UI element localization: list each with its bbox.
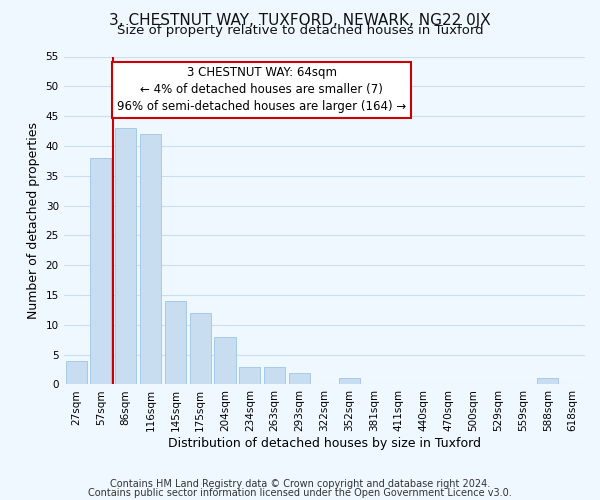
Bar xyxy=(537,378,559,384)
Bar xyxy=(115,128,136,384)
Bar xyxy=(65,360,86,384)
Text: Size of property relative to detached houses in Tuxford: Size of property relative to detached ho… xyxy=(116,24,484,37)
Bar xyxy=(264,366,285,384)
Bar xyxy=(140,134,161,384)
Text: Contains HM Land Registry data © Crown copyright and database right 2024.: Contains HM Land Registry data © Crown c… xyxy=(110,479,490,489)
X-axis label: Distribution of detached houses by size in Tuxford: Distribution of detached houses by size … xyxy=(168,437,481,450)
Bar xyxy=(214,337,236,384)
Bar xyxy=(165,301,186,384)
Bar xyxy=(190,313,211,384)
Bar xyxy=(289,372,310,384)
Text: 3 CHESTNUT WAY: 64sqm
← 4% of detached houses are smaller (7)
96% of semi-detach: 3 CHESTNUT WAY: 64sqm ← 4% of detached h… xyxy=(117,66,406,114)
Text: Contains public sector information licensed under the Open Government Licence v3: Contains public sector information licen… xyxy=(88,488,512,498)
Bar xyxy=(239,366,260,384)
Bar xyxy=(338,378,360,384)
Text: 3, CHESTNUT WAY, TUXFORD, NEWARK, NG22 0JX: 3, CHESTNUT WAY, TUXFORD, NEWARK, NG22 0… xyxy=(109,12,491,28)
Y-axis label: Number of detached properties: Number of detached properties xyxy=(27,122,40,319)
Bar xyxy=(91,158,112,384)
